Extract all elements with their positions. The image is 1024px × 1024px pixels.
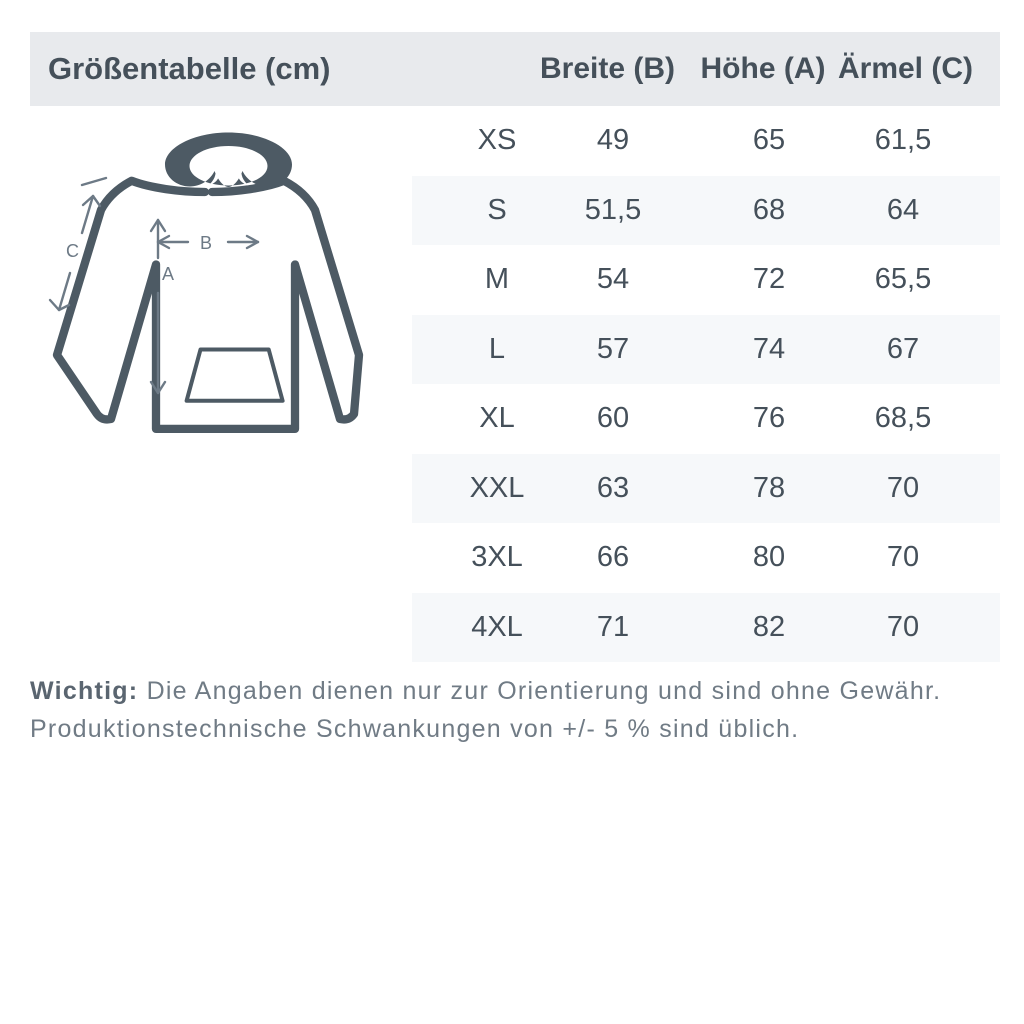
svg-text:A: A: [162, 264, 174, 284]
svg-text:B: B: [200, 233, 212, 253]
svg-text:C: C: [66, 241, 79, 261]
